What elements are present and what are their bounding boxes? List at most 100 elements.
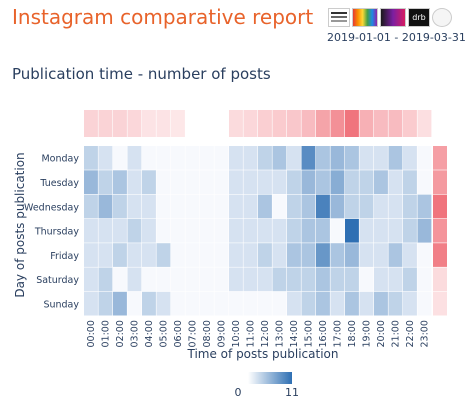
- heatmap-cell: [200, 291, 214, 316]
- heatmap-cell: [84, 243, 98, 267]
- heatmap-cell: [200, 170, 214, 194]
- university-logo-icon: [328, 8, 350, 27]
- heatmap-cell: [229, 291, 243, 316]
- y-tick-label: Sunday: [43, 299, 79, 310]
- x-tick-label: 05:00: [159, 320, 170, 347]
- heatmap-cell: [287, 291, 301, 316]
- day-total-cell: [433, 170, 447, 194]
- heatmap-cell: [156, 267, 171, 292]
- report-title: Instagram comparative report: [12, 5, 314, 29]
- heatmap-cell: [330, 243, 345, 267]
- heatmap-cell: [388, 267, 403, 292]
- heatmap-cell: [330, 291, 345, 316]
- heatmap-cell: [258, 243, 272, 267]
- heatmap-cell: [171, 194, 185, 219]
- circle-logo-icon: [432, 8, 452, 27]
- heatmap-cell: [156, 218, 171, 243]
- heatmap-cell: [84, 291, 98, 316]
- x-tick-label: 13:00: [275, 320, 286, 347]
- heatmap-cell: [98, 218, 113, 243]
- heatmap-cell: [229, 194, 243, 219]
- x-tick-label: 10:00: [231, 320, 242, 347]
- heatmap-cell: [142, 194, 156, 219]
- colorbar: [248, 372, 292, 384]
- heatmap-cell: [127, 291, 142, 316]
- heatmap-cell: [403, 146, 417, 170]
- x-axis-ticks: 00:00 01:00 02:00 03:00 04:00 05:00 06:00 07:00…: [86, 320, 431, 347]
- heatmap-cell: [171, 243, 185, 267]
- heatmap-cell: [229, 170, 243, 194]
- dark-logo-icon: [380, 8, 406, 27]
- heatmap-cell: [345, 194, 359, 219]
- heatmap-cell: [359, 194, 374, 219]
- hour-total-cell: [243, 110, 258, 137]
- heatmap-cell: [388, 218, 403, 243]
- heatmap-cell: [359, 267, 374, 292]
- heatmap-cell: [214, 243, 229, 267]
- heatmap-cell: [359, 243, 374, 267]
- colorbar-min-label: 0: [235, 386, 242, 399]
- heatmap-cell: [214, 291, 229, 316]
- day-total-cell: [433, 218, 447, 243]
- heatmap-cell: [113, 218, 127, 243]
- heatmap-cell: [200, 194, 214, 219]
- heatmap-cell: [200, 267, 214, 292]
- heatmap-cell: [185, 291, 200, 316]
- heatmap-cell: [301, 243, 316, 267]
- hour-total-cell: [316, 110, 330, 137]
- hour-total-cell: [359, 110, 374, 137]
- heatmap-cell: [243, 218, 258, 243]
- heatmap-cell: [301, 194, 316, 219]
- heatmap-cell: [214, 146, 229, 170]
- x-tick-label: 19:00: [362, 320, 373, 347]
- heatmap-cell: [330, 267, 345, 292]
- heatmap-cell: [156, 146, 171, 170]
- x-tick-label: 09:00: [217, 320, 228, 347]
- heatmap-cell: [98, 194, 113, 219]
- y-tick-label: Tuesday: [39, 178, 79, 189]
- heatmap-cell: [243, 267, 258, 292]
- heatmap-cell: [127, 267, 142, 292]
- x-tick-label: 21:00: [391, 320, 402, 347]
- heatmap-cell: [142, 218, 156, 243]
- x-tick-label: 22:00: [405, 320, 416, 347]
- heatmap-cell: [142, 170, 156, 194]
- heatmap-cell: [185, 194, 200, 219]
- heatmap-cell: [113, 291, 127, 316]
- heatmap-cell: [214, 218, 229, 243]
- heatmap-cell: [316, 291, 330, 316]
- heatmap-cell: [374, 291, 388, 316]
- heatmap-cell: [185, 146, 200, 170]
- heatmap-cell: [171, 146, 185, 170]
- heatmap-cell: [156, 170, 171, 194]
- y-tick-label: Wednesday: [24, 202, 79, 213]
- y-tick-label: Monday: [41, 154, 79, 165]
- day-total-cell: [433, 194, 447, 219]
- y-tick-label: Thursday: [34, 227, 80, 238]
- heatmap-cell: [258, 170, 272, 194]
- heatmap-cell: [287, 194, 301, 219]
- heatmap-cell: [272, 194, 287, 219]
- hour-total-cell: [142, 110, 156, 137]
- heatmap-cell: [417, 194, 432, 219]
- heatmap-cell: [185, 243, 200, 267]
- y-axis-label: Day of posts publication: [13, 152, 27, 297]
- heatmap-cell: [403, 243, 417, 267]
- heatmap-cell: [287, 218, 301, 243]
- hour-total-cell: [156, 110, 171, 137]
- heatmap-cell: [113, 267, 127, 292]
- heatmap-cell: [417, 170, 432, 194]
- heatmap-cell: [229, 267, 243, 292]
- heatmap-cell: [243, 146, 258, 170]
- y-axis-ticks: Monday Tuesday Wednesday Thursday Friday Satu…: [24, 154, 79, 311]
- heatmap-cell: [287, 243, 301, 267]
- heatmap-cell: [171, 218, 185, 243]
- heatmap-cell: [316, 146, 330, 170]
- heatmap-cell: [258, 218, 272, 243]
- heatmap-cell: [374, 170, 388, 194]
- heatmap-cell: [316, 267, 330, 292]
- heatmap-cell: [142, 146, 156, 170]
- hour-total-cell: [171, 110, 185, 137]
- hour-total-cell: [330, 110, 345, 137]
- heatmap-cell: [316, 243, 330, 267]
